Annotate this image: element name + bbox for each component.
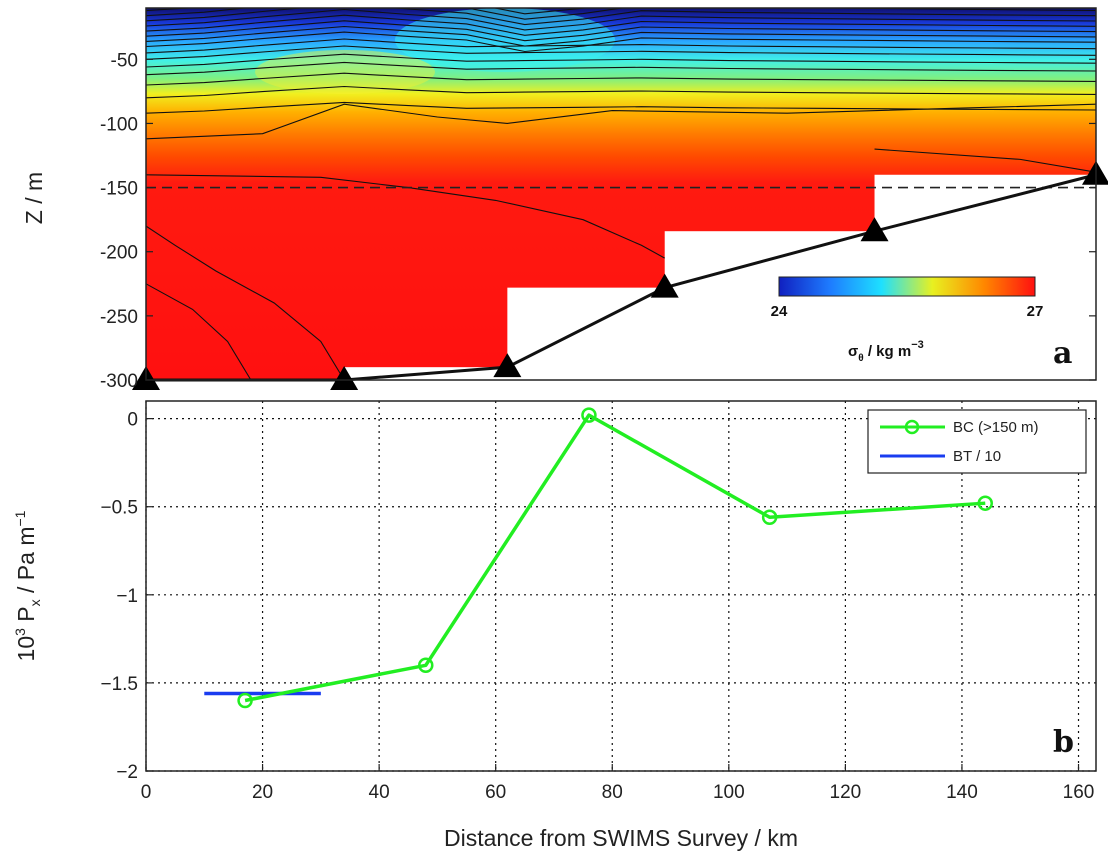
bc-point	[977, 495, 994, 511]
contour-line	[146, 38, 1096, 54]
colorbar-label-rest: / kg m	[864, 343, 912, 360]
bc-point	[761, 509, 778, 526]
legend-bc-marker	[904, 419, 920, 435]
contour-line	[146, 61, 1096, 76]
panel-a-letter: a	[1053, 336, 1072, 371]
contour-line	[146, 85, 1096, 99]
y-tick-label-b: −1	[116, 586, 138, 607]
panel-b-letter: b	[1053, 725, 1074, 760]
contour-line	[146, 174, 665, 259]
contour-line	[146, 72, 1096, 86]
x-tick-label: 40	[369, 782, 390, 803]
mask-step	[664, 231, 876, 380]
panel-a-density-section: -50 -100 -150 -200 -250 -300 Z / m 24 27 σθ /…	[21, 7, 1108, 392]
colorbar-label-sup: −3	[911, 339, 924, 351]
station-triangle	[330, 366, 359, 390]
contour-line	[146, 283, 252, 380]
colorbar-max-label: 27	[1027, 303, 1044, 320]
panel-b-ylabel: 103 Px / Pa m−1	[12, 510, 43, 661]
colorbar-gradient	[778, 276, 1036, 297]
contour-line	[146, 20, 1096, 42]
contour-line	[146, 31, 1096, 53]
y-tick-label-b: −2	[116, 762, 138, 783]
contour-line	[146, 101, 1096, 114]
ylabel-b-sup2: −1	[12, 510, 28, 526]
cyan-dome	[395, 8, 615, 72]
y-tick-label-a: -50	[111, 50, 138, 71]
ylabel-b-sup: 3	[12, 628, 28, 636]
station-triangle	[1082, 160, 1108, 185]
station-markers	[132, 160, 1108, 390]
colorbar-label-sub: θ	[858, 353, 863, 364]
legend: BC (>150 m) BT / 10	[867, 409, 1087, 474]
x-tick-label: 80	[602, 782, 623, 803]
contour-line	[146, 8, 1096, 31]
ylabel-b-sub: x	[27, 599, 43, 606]
legend-bt-label: BT / 10	[953, 448, 1001, 465]
colorbar: 24 27 σθ / kg m−3	[771, 276, 1044, 364]
mask-step	[344, 377, 508, 380]
contour-line	[146, 225, 345, 380]
y-tick-label-b: −1.5	[100, 674, 138, 695]
ylabel-b-rest: / Pa m	[13, 526, 39, 599]
colorbar-label-sigma: σ	[848, 343, 858, 360]
x-tick-label: 160	[1063, 782, 1095, 803]
x-tick-label: 120	[830, 782, 862, 803]
contour-line	[146, 45, 1096, 60]
x-tick-label: 100	[713, 782, 745, 803]
y-tick-label-a: -250	[100, 307, 138, 328]
panel-b-frame	[145, 400, 1097, 772]
mask-step	[507, 287, 666, 380]
x-tick-label: 20	[252, 782, 273, 803]
station-triangle	[860, 217, 889, 242]
panel-b-ticks: 0 20 40 60 80 100 120 140 160 0 −0.5 −1 −1.5 −2	[100, 410, 1094, 803]
station-triangle	[493, 353, 522, 378]
bc-point	[237, 692, 253, 709]
contour-line	[146, 25, 1096, 47]
contour-line	[874, 148, 1096, 173]
station-triangle	[650, 273, 679, 298]
ylabel-b-p: P	[13, 606, 39, 628]
contour-line	[146, 14, 1096, 36]
panel-a-y-ticks: -50 -100 -150 -200 -250 -300	[100, 50, 1096, 392]
legend-box	[867, 409, 1087, 474]
bc-series-line	[244, 413, 986, 703]
panel-a-ylabel: Z / m	[21, 172, 47, 224]
y-tick-label-b: 0	[127, 410, 138, 431]
ylabel-b-main: 10	[13, 636, 39, 662]
x-axis-label: Distance from SWIMS Survey / km	[444, 825, 798, 851]
panel-b-series	[204, 407, 994, 709]
legend-bc-label: BC (>150 m)	[953, 419, 1038, 436]
contour-line	[146, 103, 1096, 140]
x-tick-label: 0	[141, 782, 152, 803]
isopycnal-contours	[146, 8, 1096, 380]
y-tick-label-a: -200	[100, 243, 138, 264]
colorbar-label: σθ / kg m−3	[848, 339, 924, 364]
x-tick-label: 140	[946, 782, 978, 803]
yellow-bump	[255, 50, 435, 94]
bc-point	[581, 407, 597, 423]
colorbar-min-label: 24	[771, 303, 788, 320]
y-tick-label-a: -100	[100, 114, 138, 135]
panel-a-frame	[145, 7, 1097, 381]
bc-point	[418, 657, 434, 674]
contour-line	[146, 53, 1096, 68]
contour-line	[146, 8, 589, 15]
y-tick-label-a: -150	[100, 179, 138, 200]
y-tick-label-b: −0.5	[100, 498, 138, 519]
x-tick-label: 60	[485, 782, 506, 803]
panel-b-pressure-gradient: 0 20 40 60 80 100 120 140 160 0 −0.5 −1 −1.5 −2 BC (>…	[12, 400, 1097, 851]
y-tick-label-a: -300	[100, 371, 138, 392]
contour-line	[146, 8, 1096, 26]
